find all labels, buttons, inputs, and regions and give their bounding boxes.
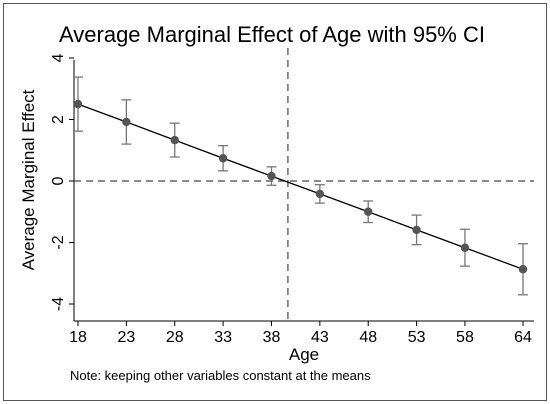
x-tick-label: 64	[514, 329, 532, 346]
data-point	[315, 189, 325, 199]
y-tick-label: -2	[50, 235, 67, 249]
data-point	[73, 99, 83, 109]
chart-frame: Average Marginal Effect of Age with 95% …	[3, 3, 547, 401]
y-tick-label: 4	[50, 53, 67, 62]
x-tick-label: 43	[311, 329, 329, 346]
data-point	[412, 225, 421, 235]
chart-note: Note: keeping other variables constant a…	[70, 368, 371, 383]
x-tick-label: 48	[359, 329, 377, 346]
data-point	[218, 154, 228, 163]
chart-title: Average Marginal Effect of Age with 95% …	[59, 22, 485, 47]
y-tick-label: -4	[50, 297, 67, 311]
data-point	[122, 117, 131, 127]
x-tick-label: 23	[117, 329, 135, 346]
x-tick-label: 33	[214, 329, 232, 346]
data-point	[170, 135, 179, 145]
x-axis-label: Age	[289, 345, 319, 364]
data-point	[364, 207, 373, 216]
x-tick-label: 18	[69, 329, 87, 346]
data-point	[518, 265, 528, 274]
chart: Average Marginal Effect of Age with 95% …	[19, 22, 534, 383]
y-axis-label: Average Marginal Effect	[19, 89, 38, 270]
data-point	[267, 171, 276, 181]
y-tick-label: 2	[50, 115, 67, 124]
series-line	[77, 103, 524, 270]
y-tick-label: 0	[50, 176, 67, 185]
x-tick-label: 58	[456, 329, 474, 346]
x-tick-label: 28	[166, 329, 184, 346]
data-point	[460, 243, 470, 252]
x-tick-label: 38	[263, 329, 281, 346]
plot-area: -4 -2 0 2 4 18 23 28 33 38 43 48 53 58 64	[50, 48, 534, 346]
x-tick-label: 53	[408, 329, 426, 346]
